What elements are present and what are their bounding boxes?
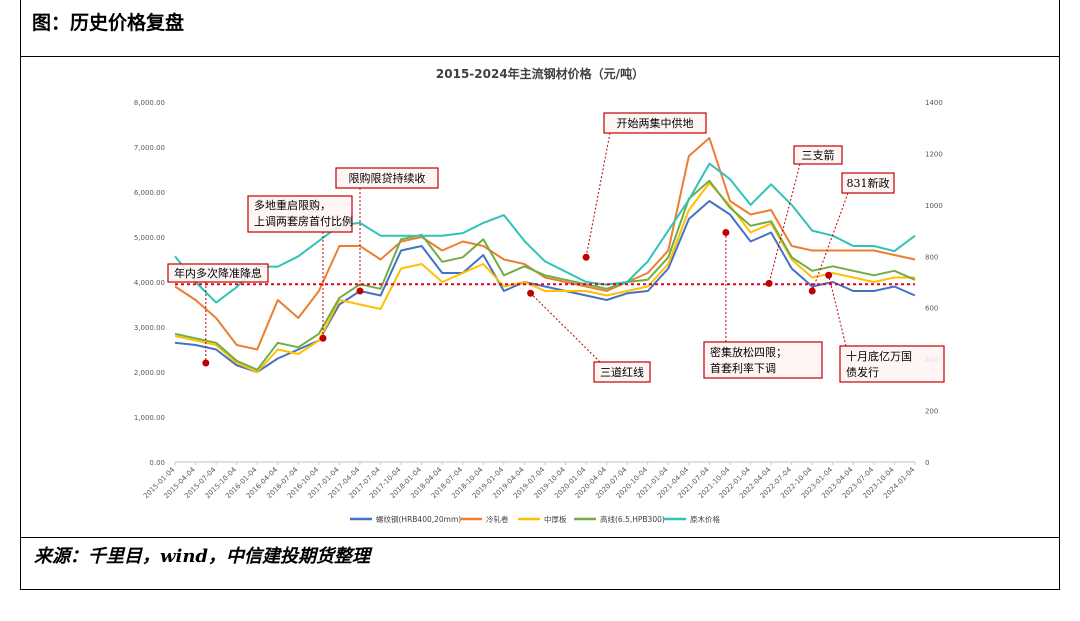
event-marker: [722, 229, 730, 236]
event-label-line2: 上调两套房首付比例: [254, 214, 353, 228]
y-tick-label: 3,000.00: [134, 324, 165, 332]
event-label-line1: 十月底亿万国: [846, 349, 912, 363]
source-divider-bottom: [20, 589, 1060, 590]
figure-heading: 图：历史价格复盘: [32, 12, 185, 34]
event-marker: [202, 359, 210, 367]
event-label: 限购限贷持续收: [349, 171, 426, 185]
event-marker: [356, 287, 364, 295]
y-tick-label: 2,000.00: [134, 369, 165, 377]
series-line-中厚板: [174, 182, 915, 373]
event-label-line2: 首套利率下调: [710, 361, 776, 375]
y-tick-label: 4,000.00: [134, 279, 165, 287]
legend-label: 螺纹钢(HRB400,20mm): [376, 514, 461, 524]
event-box: [703, 341, 823, 379]
event-label: 831新政: [847, 176, 890, 190]
event-box: [793, 145, 843, 165]
heading-divider: [20, 56, 1060, 57]
y2-tick-label: 200: [925, 408, 938, 416]
right-border: [1059, 0, 1060, 590]
event-label: 三道红线: [600, 365, 644, 379]
y-tick-label: 6,000.00: [134, 189, 165, 197]
event-box: [593, 361, 651, 383]
event-label-line1: 多地重启限购，: [254, 198, 331, 212]
series-line-原木价格: [174, 162, 916, 304]
event-box: [839, 345, 945, 383]
event-connector: [530, 292, 601, 363]
y-tick-label: 8,000.00: [134, 99, 165, 107]
y-tick-label: 0.00: [149, 459, 165, 467]
y-tick-label: 5,000.00: [134, 234, 165, 242]
y2-tick-label: 1200: [925, 150, 943, 158]
series-lines: [174, 137, 916, 373]
event-marker: [825, 271, 833, 279]
series-line-高线(6.5,HPB300): [174, 179, 916, 371]
event-connector: [768, 163, 801, 284]
event-marker: [319, 334, 327, 342]
legend-label: 原木价格: [690, 514, 720, 524]
event-label: 开始两集中供地: [617, 116, 694, 130]
chart-title: 2015-2024年主流钢材价格（元/吨）: [436, 66, 644, 81]
event-marker: [765, 279, 773, 287]
left-border: [20, 0, 21, 590]
legend-label: 高线(6.5,HPB300): [600, 514, 665, 524]
event-marker: [527, 289, 535, 297]
event-box: [335, 167, 439, 189]
event-connector: [585, 132, 611, 258]
legend-label: 中厚板: [544, 514, 567, 524]
y-tick-label: 1,000.00: [134, 414, 165, 422]
series-line-螺纹钢(HRB400,20mm): [174, 200, 916, 373]
event-connector: [828, 275, 847, 347]
y-tick-label: 7,000.00: [134, 144, 165, 152]
event-box: [247, 195, 353, 233]
y2-tick-label: 1400: [925, 99, 943, 107]
y2-tick-label: 1000: [925, 202, 943, 210]
legend: 螺纹钢(HRB400,20mm) 冷轧卷 中厚板 高线(6.5,HPB300) 原木价格: [350, 514, 720, 524]
event-box: [841, 172, 895, 194]
event-label: 三支箭: [802, 148, 835, 162]
event-annotations: 年内多次降准降息 多地重启限购， 上调两套房首付比例 限购限贷持续收 开始两集中供地三道…: [167, 112, 945, 383]
event-marker: [808, 287, 816, 295]
event-label-line1: 密集放松四限；: [710, 345, 787, 359]
event-box: [167, 263, 269, 283]
event-label-line2: 债发行: [846, 365, 879, 379]
legend-label: 冷轧卷: [486, 514, 509, 524]
y2-tick-label: 600: [925, 305, 938, 313]
event-connector: [811, 192, 849, 292]
source-note: 来源：千里目，wind，中信建投期货整理: [34, 546, 371, 567]
event-marker: [582, 253, 590, 261]
event-label: 年内多次降准降息: [174, 266, 262, 280]
source-divider-top: [20, 537, 1060, 538]
y2-tick-label: 0: [925, 459, 929, 467]
event-box: [603, 112, 707, 134]
series-line-冷轧卷: [174, 137, 916, 351]
y2-tick-label: 800: [925, 253, 938, 261]
